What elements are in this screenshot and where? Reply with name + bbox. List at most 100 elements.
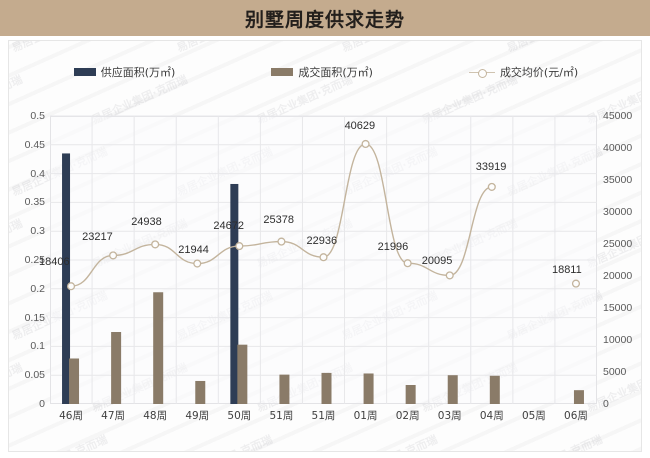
legend-swatch — [73, 68, 96, 76]
left-axis-tick: 0.1 — [30, 340, 45, 353]
right-axis: 0 5000 10000 15000 20000 25000 30000 35000 40000… — [598, 111, 641, 409]
watermark-text: 易居企业集团·克而瑞 — [9, 431, 110, 451]
chart-canvas — [50, 115, 597, 404]
watermark-text: 易居企业集团·克而瑞 — [339, 41, 440, 56]
price-data-label: 20095 — [421, 255, 453, 268]
price-data-label: 24672 — [213, 220, 244, 233]
title-bar: 别墅周度供求走势 — [0, 0, 650, 36]
watermark-text: 易居企业集团·克而瑞 — [504, 431, 605, 451]
bar-deal-area[interactable] — [447, 375, 458, 404]
price-marker[interactable] — [319, 253, 328, 262]
price-marker[interactable] — [151, 240, 160, 249]
bar-deal-area[interactable] — [153, 292, 164, 404]
bar-deal-area[interactable] — [111, 332, 122, 404]
price-data-label: 18811 — [551, 263, 582, 276]
x-axis-label: 05周 — [521, 410, 546, 422]
legend-item-1[interactable]: 成交面积(万㎡) — [271, 64, 373, 80]
bar-deal-area[interactable] — [573, 390, 584, 404]
left-axis-tick: 0.5 — [30, 110, 45, 122]
x-axis-label: 04周 — [479, 410, 504, 422]
left-axis-tick: 0.35 — [24, 196, 45, 209]
bar-deal-area[interactable] — [69, 358, 80, 404]
left-axis-tick: 0.25 — [24, 254, 45, 266]
price-marker[interactable] — [235, 242, 244, 251]
x-axis-label: 49周 — [185, 410, 210, 422]
bar-deal-area[interactable] — [489, 375, 500, 404]
right-axis-tick: 40000 — [603, 142, 633, 154]
left-axis-tick: 0.3 — [30, 225, 45, 238]
price-data-label: 40629 — [344, 119, 376, 132]
x-axis-label: 03周 — [437, 410, 462, 422]
price-data-label: 18406 — [39, 256, 70, 269]
x-axis-label: 02周 — [395, 410, 420, 422]
price-data-label: 33919 — [475, 160, 507, 173]
right-axis-tick: 30000 — [603, 206, 633, 218]
legend-swatch — [271, 68, 294, 76]
left-axis-tick: 0.4 — [30, 167, 45, 180]
bar-supply[interactable] — [230, 183, 239, 404]
legend-item-0[interactable]: 供应面积(万㎡) — [73, 64, 176, 80]
legend-label: 供应面积(万㎡) — [100, 66, 176, 79]
right-axis-tick: 10000 — [603, 334, 633, 346]
x-axis-label: 01周 — [353, 410, 378, 422]
bar-deal-area[interactable] — [321, 372, 332, 404]
x-axis-label: 48周 — [143, 410, 168, 422]
price-data-label: 23217 — [82, 231, 113, 244]
price-marker[interactable] — [66, 282, 76, 291]
left-axis: 0 0.05 0.1 0.15 0.2 0.25 0.3 0.35 0.4 0.45 0.5 — [9, 111, 49, 409]
price-marker[interactable] — [109, 251, 118, 260]
price-data-label: 21944 — [178, 243, 209, 256]
price-marker[interactable] — [403, 259, 412, 268]
legend-label: 成交均价(元/㎡) — [499, 66, 579, 79]
bar-deal-area[interactable] — [363, 373, 374, 404]
x-axis-label: 50周 — [227, 410, 252, 422]
right-axis-tick: 20000 — [603, 270, 633, 282]
price-data-label: 25378 — [263, 213, 295, 226]
price-marker[interactable] — [277, 237, 286, 246]
price-data-label: 22936 — [306, 235, 338, 248]
x-axis-label: 46周 — [59, 410, 83, 422]
x-axis-label: 51周 — [269, 410, 294, 422]
left-axis-tick: 0.05 — [24, 369, 45, 382]
right-axis-tick: 0 — [603, 398, 609, 410]
watermark-text: 易居企业集团·克而瑞 — [174, 41, 275, 56]
left-axis-tick: 0.2 — [30, 282, 45, 295]
price-marker[interactable] — [445, 271, 454, 280]
plot-area: 18406 23217 24938 21944 24672 25378 22936 40629… — [39, 115, 597, 404]
price-marker[interactable] — [487, 182, 496, 191]
price-data-label: 24938 — [131, 216, 162, 229]
watermark-text: 易居企业集团·克而瑞 — [339, 431, 440, 451]
price-data-label: 21996 — [377, 241, 409, 254]
bar-supply[interactable] — [62, 153, 71, 404]
page-title: 别墅周度供求走势 — [244, 8, 405, 31]
watermark-text: 易居企业集团·克而瑞 — [174, 431, 275, 451]
bar-deal-area[interactable] — [279, 374, 290, 404]
chart-card: 易居企业集团·克而瑞 易居企业集团·克而瑞 易居企业集团·克而瑞 易居企业集团·克而瑞… — [8, 40, 642, 452]
x-axis-labels: 46周 47周 48周 49周 50周 51周 51周 01周 02周 03周 04周 05周 06周 — [50, 408, 597, 426]
right-axis-tick: 5000 — [603, 366, 627, 378]
price-line — [70, 143, 492, 287]
right-axis-tick: 45000 — [603, 110, 633, 122]
legend-label: 成交面积(万㎡) — [298, 66, 373, 79]
watermark-text: 易居企业集团·克而瑞 — [9, 41, 110, 56]
bar-deal-area[interactable] — [195, 380, 206, 404]
watermark-text: 易居企业集团·克而瑞 — [504, 41, 605, 56]
left-axis-tick: 0.45 — [24, 138, 45, 151]
right-axis-tick: 25000 — [603, 238, 633, 250]
chart-legend: 供应面积(万㎡) 成交面积(万㎡) 成交均价(元/㎡) — [9, 61, 641, 83]
legend-item-2[interactable]: 成交均价(元/㎡) — [468, 64, 579, 80]
x-axis-label: 51周 — [311, 410, 336, 422]
x-axis-label: 06周 — [564, 410, 588, 422]
bar-deal-area[interactable] — [237, 344, 248, 404]
bar-deal-area[interactable] — [405, 384, 416, 404]
legend-line-marker — [468, 68, 495, 78]
price-marker[interactable] — [571, 279, 581, 288]
left-axis-tick: 0.15 — [24, 311, 45, 324]
left-axis-tick: 0 — [39, 398, 45, 410]
price-marker[interactable] — [361, 139, 370, 149]
price-marker[interactable] — [193, 259, 202, 268]
x-axis-label: 47周 — [101, 410, 126, 422]
right-axis-tick: 35000 — [603, 174, 633, 186]
right-axis-tick: 15000 — [603, 302, 633, 314]
